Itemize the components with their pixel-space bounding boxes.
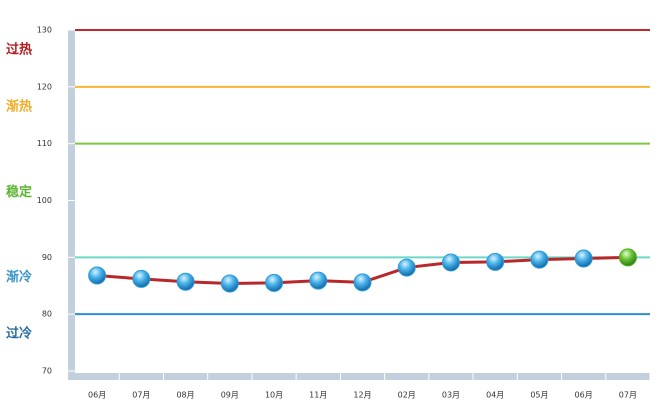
point-marker	[220, 274, 239, 293]
x-tick-label: 02月	[398, 391, 416, 400]
y-tick-label: 100	[37, 196, 52, 205]
x-tick-label: 06月	[88, 391, 106, 400]
point-marker	[441, 253, 460, 272]
x-tick-label: 09月	[221, 391, 239, 400]
y-axis-bar	[68, 30, 75, 380]
x-tick-label: 05月	[530, 391, 548, 400]
point-marker	[397, 258, 416, 277]
point-marker	[132, 269, 151, 288]
x-tick-label: 03月	[442, 391, 460, 400]
x-axis-bar	[68, 373, 650, 380]
x-tick-label: 11月	[309, 391, 327, 400]
point-marker	[618, 248, 637, 267]
x-tick-label: 06月	[575, 391, 593, 400]
x-tick-label: 04月	[486, 391, 504, 400]
y-tick-label: 90	[42, 253, 52, 262]
point-marker	[309, 271, 328, 290]
point-marker	[530, 250, 549, 269]
zone-label: 过冷	[6, 326, 32, 342]
y-tick-label: 70	[42, 367, 52, 376]
point-marker	[265, 273, 284, 292]
y-tick-label: 80	[42, 310, 52, 319]
zone-label: 过热	[6, 42, 32, 58]
zone-label: 渐冷	[6, 269, 32, 285]
point-marker	[88, 266, 107, 285]
y-tick-label: 110	[37, 139, 52, 148]
zone-label: 渐热	[6, 98, 32, 114]
zone-label: 稳定	[6, 184, 32, 200]
point-marker	[574, 249, 593, 268]
x-tick-label: 10月	[265, 391, 283, 400]
point-marker	[353, 273, 372, 292]
x-tick-label: 08月	[176, 391, 194, 400]
x-tick-label: 07月	[132, 391, 150, 400]
y-tick-label: 120	[37, 82, 52, 91]
y-tick-label: 130	[37, 26, 52, 35]
point-marker	[176, 272, 195, 291]
x-tick-label: 07月	[619, 391, 637, 400]
x-tick-label: 12月	[353, 391, 371, 400]
point-marker	[486, 252, 505, 271]
